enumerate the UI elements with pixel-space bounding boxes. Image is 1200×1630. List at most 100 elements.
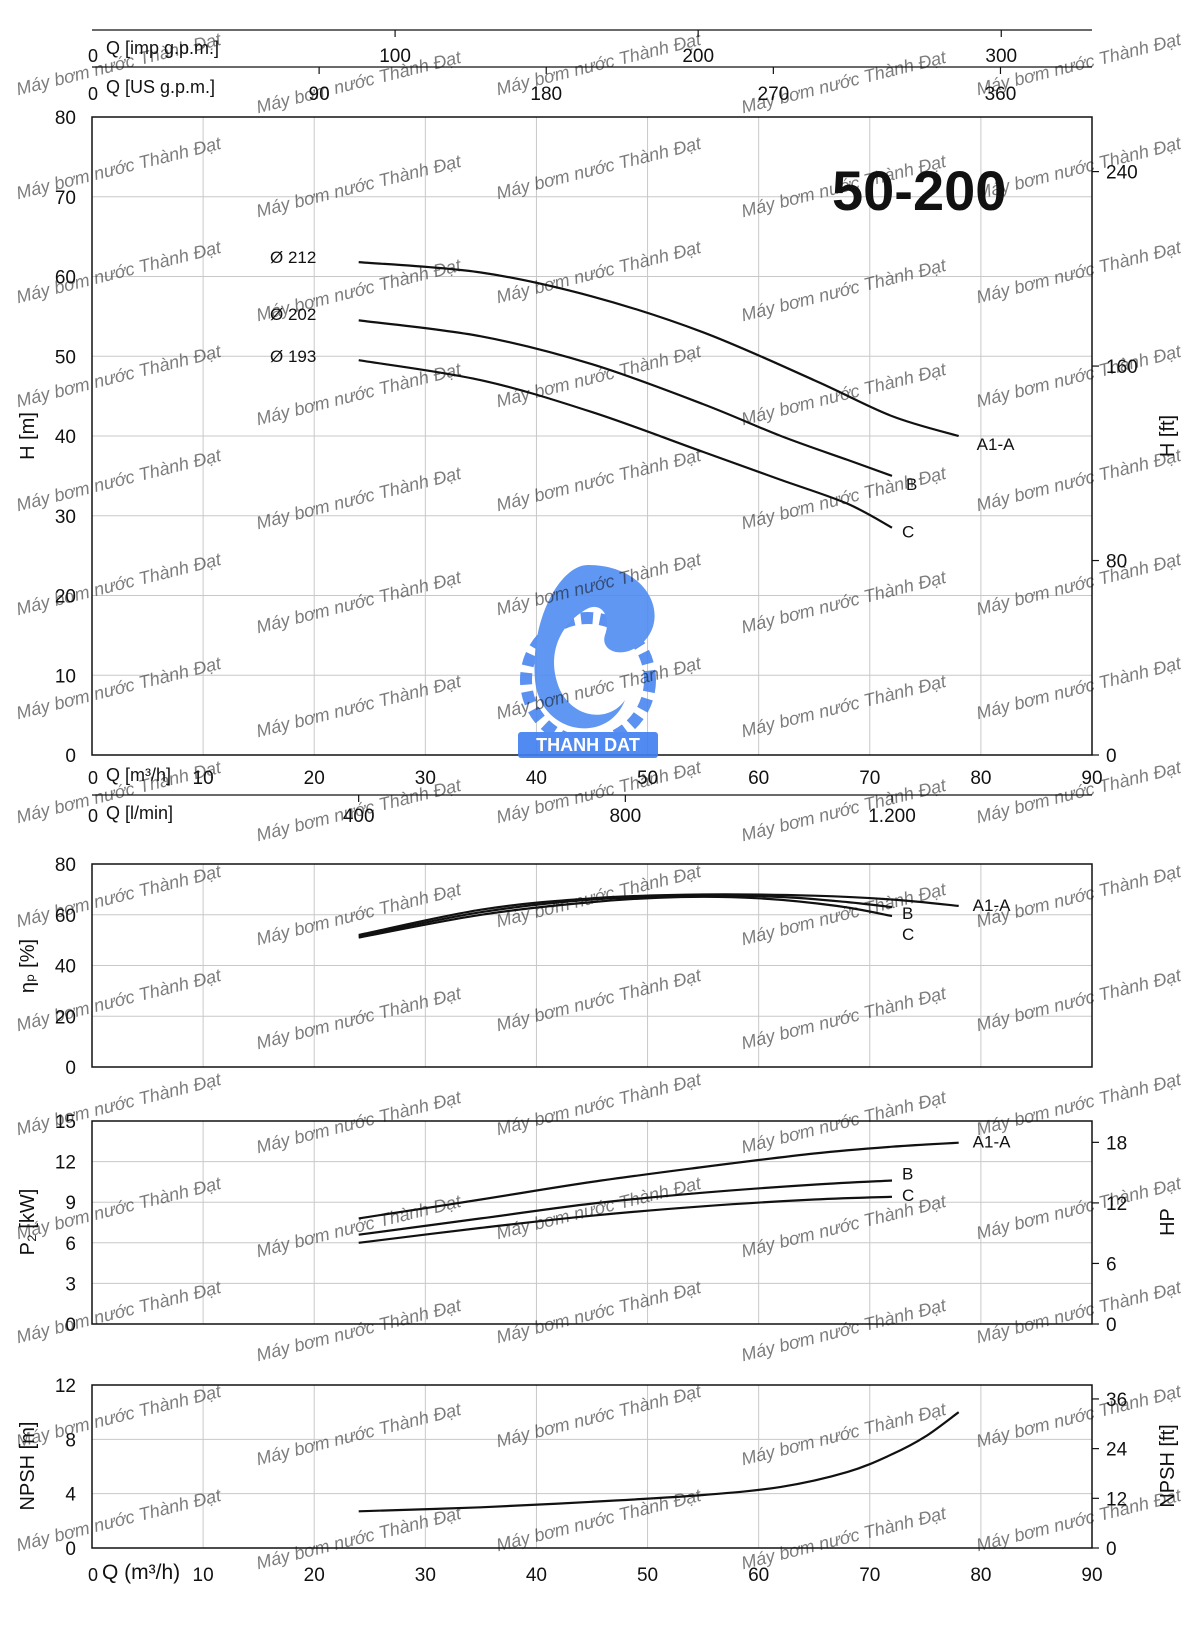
curve-label-b: B xyxy=(902,904,913,923)
y-tick-label: 6 xyxy=(65,1234,76,1255)
y-tick-label: 80 xyxy=(55,855,76,876)
watermark-text: Máy bơm nước Thành Đạt xyxy=(739,463,949,534)
y-tick-label: 3 xyxy=(65,1274,76,1295)
npsh-y-tick-labels: 0 4 8 12 xyxy=(55,1376,77,1560)
watermark-text: Máy bơm nước Thành Đạt xyxy=(254,1191,464,1262)
watermark-text: Máy bơm nước Thành Đạt xyxy=(254,1503,464,1574)
top-axis-tick-label: 100 xyxy=(379,46,411,67)
watermark-text: Máy bơm nước Thành Đạt xyxy=(254,879,464,950)
x-tick-label: 40 xyxy=(526,768,547,789)
watermark-text: Máy bơm nước Thành Đạt xyxy=(254,151,464,222)
thanh-dat-logo: THANH DAT xyxy=(518,565,658,758)
top-axis-tick-label: 360 xyxy=(985,84,1017,105)
x-tick-label: 90 xyxy=(1081,1565,1102,1586)
right-tick-label: 18 xyxy=(1106,1133,1127,1154)
watermark-text: Máy bơm nước Thành Đạt xyxy=(14,1485,224,1556)
diameter-label-193: Ø 193 xyxy=(270,347,316,366)
us-gpm-axis-label: Q [US g.p.m.] xyxy=(106,77,215,97)
q-axis-middle: 0 Q [m³/h] 10 20 30 40 50 60 70 80 90 0 Q [l/min… xyxy=(88,765,1103,827)
watermark-text: Máy bơm nước Thành Đạt xyxy=(739,567,949,638)
curve-label-c: C xyxy=(902,1186,914,1205)
watermark-text: Máy bơm nước Thành Đạt xyxy=(739,775,949,846)
curve-npsh xyxy=(358,1411,960,1513)
x-tick-label: 60 xyxy=(748,768,769,789)
power-y-axis-label: P₂ [kW] xyxy=(17,1189,39,1256)
y-tick-label: 8 xyxy=(65,1430,76,1451)
x-tick-label: 40 xyxy=(526,1565,547,1586)
logo-text: THANH DAT xyxy=(536,735,640,755)
curve-label-a1-a: A1-A xyxy=(977,435,1015,454)
efficiency-plot-frame xyxy=(91,863,1093,1068)
watermark-text: Máy bơm nước Thành Đạt xyxy=(494,1277,704,1348)
watermark-text: Máy bơm nước Thành Đạt xyxy=(494,133,704,204)
efficiency-panel: 0 20 40 60 80 ηₚ [%] A1-A BC xyxy=(17,855,1093,1079)
diameter-label-202: Ø 202 xyxy=(270,305,316,324)
right-tick-label: 6 xyxy=(1106,1254,1117,1275)
imp-gpm-zero-label: 0 xyxy=(88,46,98,66)
right-tick-label: 36 xyxy=(1106,1390,1127,1411)
power-right-axis-label: HP xyxy=(1157,1208,1179,1236)
npsh-right-axis-label: NPSH [ft] xyxy=(1157,1424,1179,1507)
watermark-text: Máy bơm nước Thành Đạt xyxy=(739,983,949,1054)
y-tick-label: 15 xyxy=(55,1112,76,1133)
head-right-tick-labels: 0 80 160 240 xyxy=(1092,163,1138,767)
curve-a1-a xyxy=(358,1141,959,1220)
npsh-plot-frame xyxy=(91,1384,1093,1549)
q-m3h-axis-label: Q [m³/h] xyxy=(106,765,171,785)
watermark-text: Máy bơm nước Thành Đạt xyxy=(14,861,224,932)
watermark-text: Máy bơm nước Thành Đạt xyxy=(739,1503,949,1574)
x-tick-label: 70 xyxy=(859,768,880,789)
l-min-tick-label: 400 xyxy=(343,806,375,827)
curve-c xyxy=(358,895,893,939)
watermark-text: Máy bơm nước Thành Đạt xyxy=(974,965,1184,1036)
efficiency-y-tick-labels: 0 20 40 60 80 xyxy=(55,855,76,1079)
watermark-text: Máy bơm nước Thành Đạt xyxy=(974,1381,1184,1452)
l-min-tick-labels: 400 800 1.200 xyxy=(343,795,916,827)
x-tick-label: 60 xyxy=(748,1565,769,1586)
curve-c xyxy=(358,1195,893,1244)
watermark-text: Máy bơm nước Thành Đạt xyxy=(739,255,949,326)
power-grid xyxy=(92,1121,1092,1324)
watermark-text: Máy bơm nước Thành Đạt xyxy=(14,237,224,308)
watermark-text: Máy bơm nước Thành Đạt xyxy=(739,1087,949,1158)
x-tick-label: 10 xyxy=(193,768,214,789)
efficiency-curves: A1-A BC xyxy=(358,893,1011,944)
watermark-text: Máy bơm nước Thành Đạt xyxy=(14,133,224,204)
y-tick-label: 12 xyxy=(55,1153,76,1174)
power-right-tick-labels: 0 6 12 18 xyxy=(1092,1133,1127,1336)
watermark-text: Máy bơm nước Thành Đạt xyxy=(974,1173,1184,1244)
x-tick-label: 20 xyxy=(304,1565,325,1586)
watermark-text: Máy bơm nước Thành Đạt xyxy=(14,1069,224,1140)
watermark-text: Máy bơm nước Thành Đạt xyxy=(254,1399,464,1470)
watermark-text: Máy bơm nước Thành Đạt xyxy=(254,567,464,638)
y-tick-label: 0 xyxy=(65,1058,76,1079)
watermark-text: Máy bơm nước Thành Đạt xyxy=(254,47,464,118)
y-tick-label: 10 xyxy=(55,666,76,687)
efficiency-y-axis-label: ηₚ [%] xyxy=(17,939,39,993)
y-tick-label: 30 xyxy=(55,507,76,528)
y-tick-label: 20 xyxy=(55,1007,76,1028)
us-gpm-zero-label: 0 xyxy=(88,84,98,104)
y-tick-label: 60 xyxy=(55,268,76,289)
right-tick-label: 0 xyxy=(1106,746,1117,767)
y-tick-label: 20 xyxy=(55,587,76,608)
y-tick-label: 0 xyxy=(65,1315,76,1336)
efficiency-grid xyxy=(92,864,1092,1067)
watermark-text: Máy bơm nước Thành Đạt xyxy=(14,445,224,516)
logo-drop-icon xyxy=(534,565,655,729)
y-tick-label: 70 xyxy=(55,188,76,209)
npsh-y-axis-label: NPSH [m] xyxy=(17,1422,39,1511)
watermark-layer: Máy bơm nước Thành Đạt Máy bơm nước Thành… xyxy=(14,29,1184,1574)
npsh-x-tick-labels: 10 20 30 40 50 60 70 80 90 xyxy=(193,1565,1103,1586)
x-tick-label: 50 xyxy=(637,1565,658,1586)
npsh-right-tick-labels: 0 12 24 36 xyxy=(1092,1390,1128,1560)
right-tick-label: 0 xyxy=(1106,1539,1117,1560)
power-y-tick-labels: 0 3 6 9 12 15 xyxy=(55,1112,76,1336)
y-tick-label: 40 xyxy=(55,957,76,978)
curve-a1-a xyxy=(358,261,960,438)
y-tick-label: 60 xyxy=(55,906,76,927)
watermark-text: Máy bơm nước Thành Đạt xyxy=(739,1399,949,1470)
watermark-text: Máy bơm nước Thành Đạt xyxy=(494,445,704,516)
watermark-text: Máy bơm nước Thành Đạt xyxy=(14,549,224,620)
